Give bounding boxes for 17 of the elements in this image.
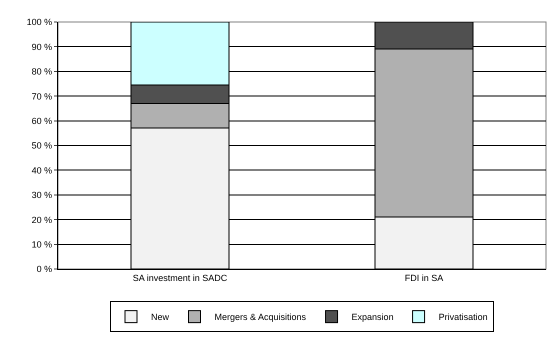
legend-label: New xyxy=(151,312,170,322)
y-tick-label: 40 % xyxy=(32,165,52,176)
legend-label: Expansion xyxy=(352,312,394,322)
legend-label: Mergers & Acquisitions xyxy=(214,312,307,322)
y-tick-label: 50 % xyxy=(32,140,52,151)
y-tick-label: 100 % xyxy=(26,17,52,28)
y-tick-label: 90 % xyxy=(32,42,52,52)
y-tick-label: 10 % xyxy=(32,239,52,250)
y-tick-label: 20 % xyxy=(32,214,52,225)
y-tick-label: 60 % xyxy=(32,116,52,126)
y-tick-label: 0 % xyxy=(36,264,52,274)
y-tick-label: 70 % xyxy=(32,91,52,102)
legend-label: Privatisation xyxy=(438,312,488,322)
x-tick-label: FDI in SA xyxy=(404,272,444,283)
y-tick-label: 30 % xyxy=(32,190,52,200)
y-tick-label: 80 % xyxy=(32,66,52,77)
x-tick-label: SA investment in SADC xyxy=(132,272,228,283)
